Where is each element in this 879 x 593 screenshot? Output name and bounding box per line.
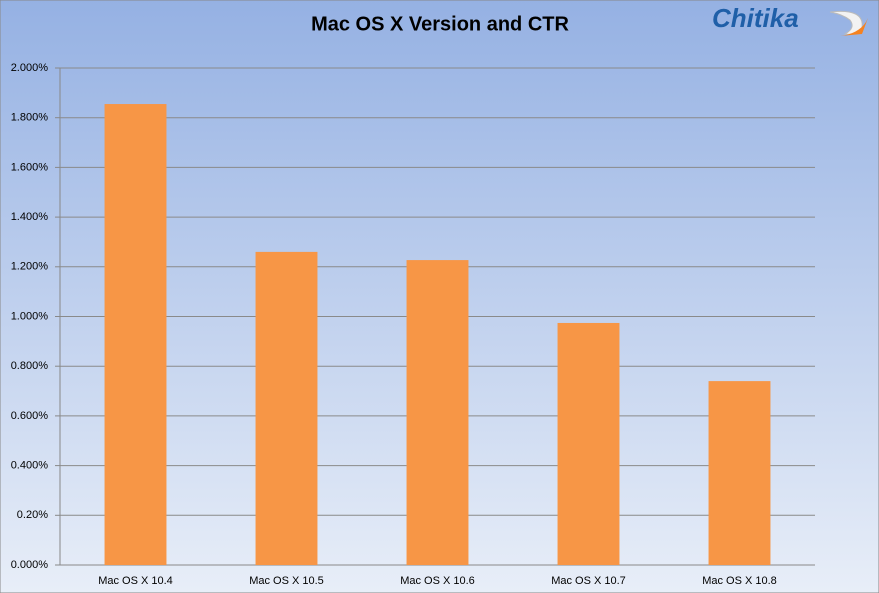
bar <box>104 104 167 565</box>
x-tick-label: Mac OS X 10.4 <box>98 575 173 587</box>
bar <box>255 251 318 565</box>
y-tick-label: 0.800% <box>11 360 49 372</box>
y-tick-label: 0.000% <box>11 559 49 571</box>
x-tick-label: Mac OS X 10.7 <box>551 575 626 587</box>
y-tick-label: 1.000% <box>11 310 49 322</box>
x-tick-label: Mac OS X 10.6 <box>400 575 475 587</box>
x-tick-label: Mac OS X 10.8 <box>702 575 777 587</box>
logo: Chitika <box>712 3 799 33</box>
bar <box>708 381 771 565</box>
y-tick-label: 1.800% <box>11 112 49 124</box>
logo-arrow <box>840 18 868 36</box>
y-tick-label: 1.600% <box>11 161 49 173</box>
y-tick-label: 0.20% <box>17 509 48 521</box>
y-tick-label: 1.200% <box>11 261 49 273</box>
logo-swoosh <box>829 10 863 35</box>
y-tick-label: 0.400% <box>11 460 49 472</box>
y-tick-label: 0.600% <box>11 410 49 422</box>
bar <box>557 322 620 565</box>
y-tick-label: 2.000% <box>11 62 49 74</box>
bar <box>406 260 469 565</box>
y-tick-label: 1.400% <box>11 211 49 223</box>
chart-title: Mac OS X Version and CTR <box>311 13 569 35</box>
x-tick-label: Mac OS X 10.5 <box>249 575 324 587</box>
